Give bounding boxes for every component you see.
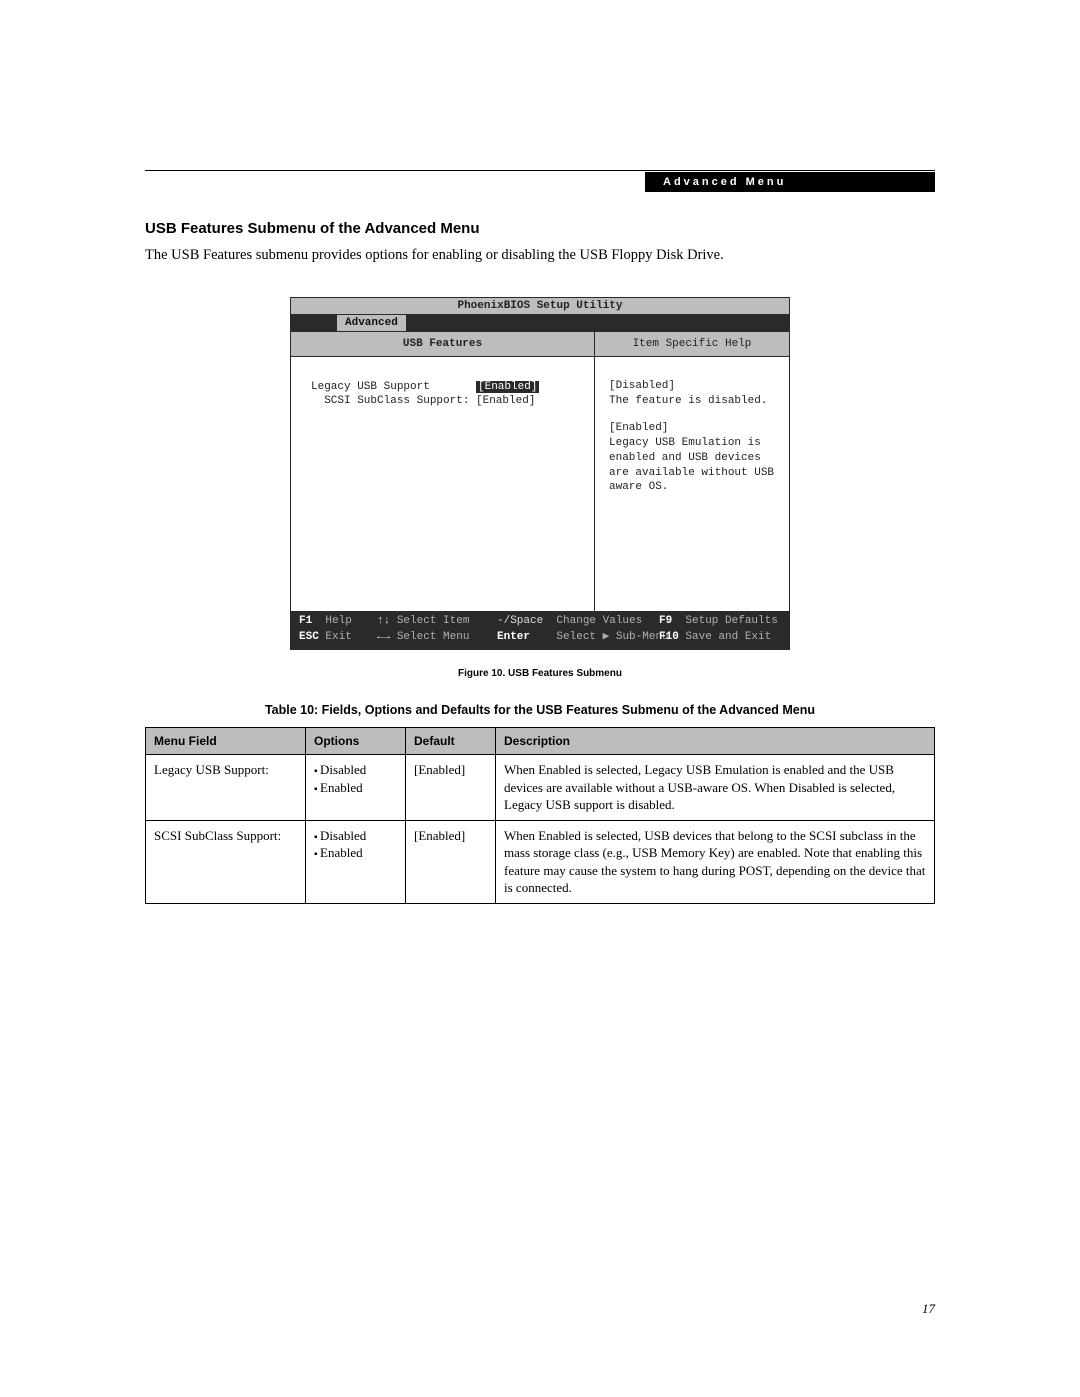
bios-setting-value: [Enabled] <box>476 395 535 407</box>
bios-footer-setup-defaults: Setup Defaults <box>685 615 777 627</box>
bios-tab-bar: Advanced <box>291 315 789 331</box>
table-row: SCSI SubClass Support: Disabled Enabled … <box>146 820 935 903</box>
bios-key-f10: F10 <box>659 631 679 643</box>
bios-help-disabled-text: The feature is disabled. <box>609 394 775 409</box>
bios-setting-value: [Enabled] <box>476 381 539 393</box>
th-default: Default <box>406 728 496 755</box>
bios-setting-legacy-usb[interactable]: Legacy USB Support [Enabled] <box>311 381 584 393</box>
bios-footer-select-item: Select Item <box>397 615 470 627</box>
list-item: Disabled <box>314 827 397 845</box>
cell-options: Disabled Enabled <box>306 820 406 903</box>
cell-default: [Enabled] <box>406 755 496 821</box>
cell-default: [Enabled] <box>406 820 496 903</box>
cell-field: Legacy USB Support: <box>146 755 306 821</box>
document-page: Advanced Menu USB Features Submenu of th… <box>0 0 1080 1397</box>
bios-key-esc: ESC <box>299 631 319 643</box>
bios-footer-change-values: Change Values <box>556 615 642 627</box>
bios-footer-select-menu: Select Menu <box>397 631 470 643</box>
page-number: 17 <box>922 1301 935 1317</box>
section-title: USB Features Submenu of the Advanced Men… <box>145 220 935 237</box>
table-header-row: Menu Field Options Default Description <box>146 728 935 755</box>
cell-desc: When Enabled is selected, USB devices th… <box>496 820 935 903</box>
bios-key-help: Help <box>325 615 351 627</box>
bios-help-enabled-label: [Enabled] <box>609 421 775 436</box>
list-item: Enabled <box>314 844 397 862</box>
figure-caption: Figure 10. USB Features Submenu <box>145 668 935 679</box>
bios-left-header: USB Features <box>291 332 594 357</box>
bios-help-body: [Disabled] The feature is disabled. [Ena… <box>595 357 789 611</box>
list-item: Disabled <box>314 761 397 779</box>
cell-field: SCSI SubClass Support: <box>146 820 306 903</box>
arrow-updown-icon: ↑↓ <box>377 615 390 627</box>
th-menu-field: Menu Field <box>146 728 306 755</box>
bios-panel: PhoenixBIOS Setup Utility Advanced USB F… <box>290 297 790 650</box>
bios-body: USB Features Legacy USB Support [Enabled… <box>291 331 789 611</box>
bios-footer: F1 Help ↑↓ Select Item -/Space Change Va… <box>291 611 789 649</box>
header-rule <box>145 170 935 171</box>
specs-table: Menu Field Options Default Description L… <box>145 727 935 904</box>
bios-key-space: -/Space <box>497 615 543 627</box>
bios-tab-advanced[interactable]: Advanced <box>337 315 406 331</box>
bios-footer-exit: Exit <box>325 631 351 643</box>
th-options: Options <box>306 728 406 755</box>
bios-setting-label: Legacy USB Support <box>311 381 476 393</box>
bios-setting-scsi-subclass[interactable]: SCSI SubClass Support: [Enabled] <box>311 395 584 407</box>
section-intro: The USB Features submenu provides option… <box>145 245 935 265</box>
bios-footer-select-sub: Select ▶ Sub-Menu <box>556 631 668 643</box>
cell-options: Disabled Enabled <box>306 755 406 821</box>
bios-help-header: Item Specific Help <box>595 332 789 357</box>
bios-footer-save-exit: Save and Exit <box>685 631 771 643</box>
bios-help-enabled-text: Legacy USB Emulation is enabled and USB … <box>609 436 775 495</box>
header-badge: Advanced Menu <box>645 172 935 192</box>
bios-help-disabled-label: [Disabled] <box>609 379 775 394</box>
bios-setting-label: SCSI SubClass Support: <box>311 395 476 407</box>
arrow-leftright-icon: ←→ <box>377 631 390 643</box>
list-item: Enabled <box>314 779 397 797</box>
table-caption: Table 10: Fields, Options and Defaults f… <box>145 703 935 717</box>
th-description: Description <box>496 728 935 755</box>
bios-key-f1: F1 <box>299 615 312 627</box>
bios-title: PhoenixBIOS Setup Utility <box>291 298 789 315</box>
bios-settings: Legacy USB Support [Enabled] SCSI SubCla… <box>291 357 594 611</box>
bios-key-f9: F9 <box>659 615 672 627</box>
bios-left-pane: USB Features Legacy USB Support [Enabled… <box>291 332 594 611</box>
cell-desc: When Enabled is selected, Legacy USB Emu… <box>496 755 935 821</box>
table-row: Legacy USB Support: Disabled Enabled [En… <box>146 755 935 821</box>
bios-key-enter: Enter <box>497 631 530 643</box>
bios-help-pane: Item Specific Help [Disabled] The featur… <box>594 332 789 611</box>
